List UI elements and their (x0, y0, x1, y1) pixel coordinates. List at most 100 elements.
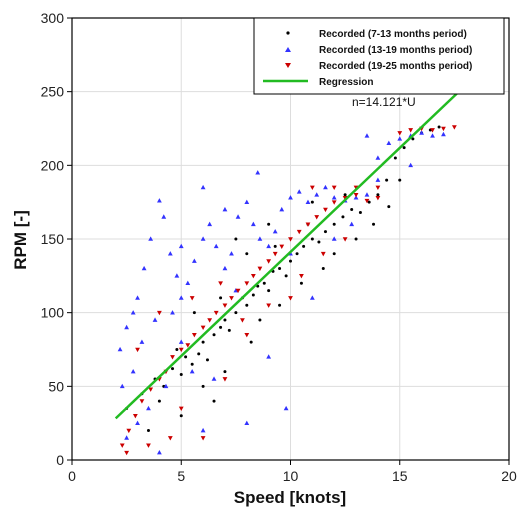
y-tick-label-6: 300 (41, 10, 65, 26)
point-s1-6 (157, 198, 162, 203)
legend-label-regression: Regression (319, 77, 373, 88)
point-s2-22 (279, 244, 285, 249)
point-s0-10 (205, 358, 209, 362)
point-s1-68 (408, 162, 414, 168)
point-s0-4 (171, 367, 175, 371)
point-s0-18 (251, 293, 255, 297)
point-s0-64 (192, 311, 196, 315)
point-s2-15 (229, 296, 234, 301)
point-s1-53 (283, 405, 289, 411)
point-s0-34 (358, 210, 362, 214)
y-tick-label-5: 250 (41, 84, 65, 100)
point-s1-52 (119, 383, 125, 389)
point-s1-36 (397, 136, 403, 141)
point-s2-0 (119, 443, 125, 448)
point-s2-38 (451, 125, 457, 130)
point-s0-15 (234, 311, 238, 315)
point-s1-35 (386, 140, 392, 146)
point-s2-53 (288, 296, 293, 301)
point-s0-52 (387, 205, 391, 209)
x-tick-label-3: 15 (392, 468, 408, 484)
point-s0-46 (267, 222, 271, 226)
legend-entry-7-13: Recorded (7-13 months period) (286, 29, 467, 40)
point-s1-30 (331, 195, 337, 200)
y-ticks: 0 50 100 150 200 250 300 (41, 10, 72, 468)
point-s2-14 (222, 303, 228, 308)
point-s2-50 (124, 450, 130, 456)
y-axis-title: RPM [-] (11, 210, 30, 269)
point-s2-2 (132, 414, 138, 419)
point-s2-26 (314, 215, 320, 220)
point-s1-46 (178, 339, 184, 344)
point-s1-56 (331, 236, 337, 241)
point-s0-6 (184, 355, 188, 359)
point-s1-29 (323, 184, 328, 190)
point-s0-36 (376, 193, 380, 197)
point-s0-29 (317, 240, 321, 244)
legend-label-13-19: Recorded (13-19 months period) (319, 45, 472, 56)
point-s2-24 (296, 229, 302, 235)
point-s1-17 (229, 251, 234, 256)
point-s0-25 (289, 259, 292, 263)
point-s0-54 (299, 281, 303, 285)
point-s0-32 (341, 215, 345, 219)
point-s0-24 (284, 274, 288, 278)
point-s1-7 (161, 214, 167, 219)
point-s1-16 (222, 265, 228, 271)
point-s1-59 (255, 170, 261, 175)
point-s2-28 (331, 200, 337, 205)
point-s1-10 (178, 295, 184, 300)
legend: Recorded (7-13 months period) Recorded (… (253, 17, 505, 95)
point-s0-69 (372, 222, 376, 226)
point-s1-20 (250, 221, 256, 227)
point-s1-28 (314, 192, 320, 197)
point-s1-39 (430, 133, 435, 138)
point-s2-44 (157, 310, 162, 316)
point-s1-15 (213, 243, 219, 249)
point-s0-13 (223, 318, 227, 322)
point-s0-30 (323, 230, 327, 234)
point-s2-56 (320, 251, 326, 257)
x-tick-label-0: 0 (68, 468, 76, 484)
point-s2-57 (218, 281, 223, 286)
point-s0-26 (295, 252, 299, 256)
point-s0-50 (321, 266, 325, 270)
point-s1-24 (279, 206, 285, 212)
point-s0-12 (219, 325, 223, 329)
point-s2-23 (288, 237, 293, 242)
point-s2-18 (250, 274, 256, 279)
point-s2-32 (375, 195, 381, 201)
point-s2-54 (299, 274, 304, 279)
point-s0-9 (201, 340, 205, 344)
point-s1-1 (124, 324, 130, 330)
point-s1-57 (222, 206, 228, 212)
point-s2-33 (397, 131, 403, 136)
point-s0-55 (278, 303, 282, 307)
point-s1-4 (141, 265, 147, 271)
point-s1-67 (375, 177, 381, 182)
point-s0-63 (219, 296, 223, 300)
point-s0-58 (201, 384, 205, 388)
point-s2-12 (207, 318, 213, 323)
point-s2-3 (139, 399, 145, 404)
x-tick-label-4: 20 (501, 468, 517, 484)
x-tick-label-2: 10 (283, 468, 299, 484)
point-s1-63 (178, 243, 184, 249)
point-s2-27 (323, 207, 328, 213)
point-s1-48 (200, 427, 206, 433)
point-s1-42 (135, 420, 140, 425)
point-s0-27 (302, 244, 306, 248)
legend-marker-13-19 (285, 47, 291, 52)
point-s2-10 (191, 332, 197, 338)
point-s2-31 (364, 198, 370, 204)
legend-entry-19-25: Recorded (19-25 months period) (285, 61, 472, 72)
point-s2-17 (244, 281, 250, 286)
point-s2-59 (240, 318, 245, 323)
point-s1-21 (257, 236, 263, 241)
point-s2-16 (235, 288, 241, 294)
regression-layer (114, 90, 460, 420)
series-2 (119, 125, 457, 456)
point-s1-58 (200, 184, 206, 190)
point-s1-44 (157, 450, 162, 455)
x-tick-label-1: 5 (177, 468, 185, 484)
